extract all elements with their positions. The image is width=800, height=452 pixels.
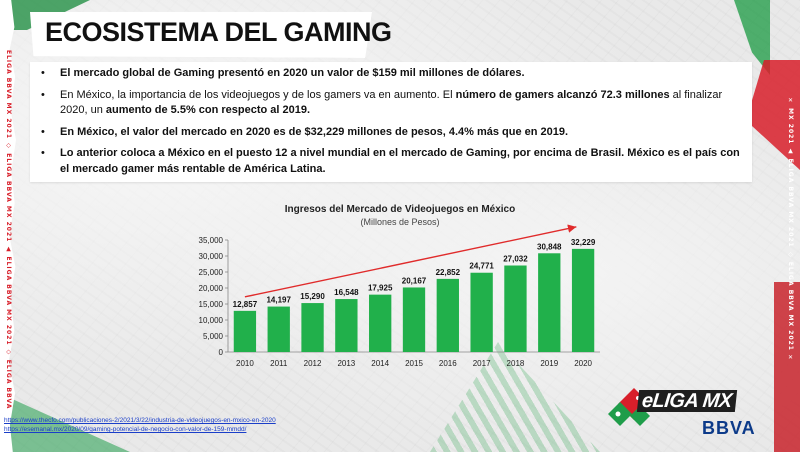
bar <box>335 299 358 352</box>
x-tick-label: 2019 <box>540 359 558 368</box>
bar <box>233 310 257 352</box>
data-label: 30,848 <box>537 242 562 251</box>
data-label: 24,771 <box>469 262 494 271</box>
x-tick-label: 2015 <box>405 359 423 368</box>
bullet-text: En México, el valor del mercado en 2020 … <box>60 125 569 138</box>
x-tick-label: 2010 <box>236 359 254 368</box>
bullet-text: El mercado global de Gaming presentó en … <box>60 67 525 79</box>
y-tick-label: 10,000 <box>199 316 224 325</box>
bullet-item: • En México, la importancia de los video… <box>30 88 748 119</box>
bar <box>402 287 426 352</box>
side-strip-right: ✕ MX 2021 ▲ ELIGA BBVA MX 2021 ◇ ELIGA B… <box>787 97 794 363</box>
bullet-marker: • <box>41 125 45 138</box>
bar <box>267 306 290 352</box>
bar <box>571 248 595 352</box>
y-tick-label: 5,000 <box>203 332 224 341</box>
data-label: 14,197 <box>266 296 291 305</box>
decor-red-bottom-right <box>774 282 800 452</box>
data-label: 12,857 <box>233 300 258 309</box>
title-card <box>30 12 372 58</box>
chart-container: 0 5,000 10,000 15,000 20,000 25,000 30,000 35,0… <box>190 198 610 380</box>
source-link[interactable]: https://www.thecfo.com/publicaciones-2/2… <box>4 417 276 424</box>
y-tick-label: 0 <box>219 348 224 357</box>
y-tick-label: 20,000 <box>199 284 224 293</box>
bar <box>369 294 392 352</box>
data-label: 17,925 <box>368 284 393 293</box>
bullets-card <box>30 62 752 182</box>
x-tick-label: 2012 <box>304 359 322 368</box>
source-link[interactable]: https://esemanal.mx/2020/09/gaming-poten… <box>4 426 247 433</box>
x-tick-label: 2017 <box>473 359 491 368</box>
bbva-logo: BBVA <box>702 418 756 438</box>
x-tick-label: 2016 <box>439 359 457 368</box>
bar <box>436 278 459 352</box>
data-label: 27,032 <box>503 254 528 263</box>
data-label: 15,290 <box>300 292 325 301</box>
chart-subtitle: (Millones de Pesos) <box>360 217 440 227</box>
bullet-item: • El mercado global de Gaming presentó e… <box>30 66 748 82</box>
bar <box>301 303 324 352</box>
x-tick-label: 2011 <box>270 359 288 368</box>
data-label: 16,548 <box>334 288 359 297</box>
x-tick-label: 2020 <box>574 359 592 368</box>
source-links: https://www.thecfo.com/publicaciones-2/2… <box>4 416 276 434</box>
bullet-text: En México, la importancia de los videoju… <box>60 88 456 101</box>
bar <box>504 265 527 352</box>
x-tick-label: 2018 <box>507 359 525 368</box>
bullet-item: • En México, el valor del mercado en 202… <box>30 125 748 141</box>
y-tick-label: 15,000 <box>199 300 224 309</box>
x-tick-label: 2013 <box>337 359 355 368</box>
chart-title: Ingresos del Mercado de Videojuegos en M… <box>284 204 516 215</box>
data-label: 32,229 <box>571 238 596 247</box>
bullet-text: Lo anterior coloca a México en el puesto… <box>60 147 740 175</box>
bullet-marker: • <box>41 67 45 79</box>
bar <box>470 272 493 352</box>
y-tick-label: 25,000 <box>199 268 224 277</box>
trend-arrow <box>244 224 577 298</box>
bar <box>538 253 561 352</box>
x-tick-label: 2014 <box>371 359 389 368</box>
y-tick-label: 35,000 <box>199 236 224 245</box>
bullet-marker: • <box>41 88 45 101</box>
page-title: ECOSISTEMA DEL GAMING <box>45 17 392 47</box>
bar-chart: 0 5,000 10,000 15,000 20,000 25,000 30,000 35,0… <box>199 224 600 368</box>
bullet-text-bold: número de gamers alcanzó 72.3 millones <box>455 88 670 101</box>
bullet-item: • Lo anterior coloca a México en el pues… <box>30 146 748 177</box>
bullet-list: • El mercado global de Gaming presentó e… <box>30 66 748 183</box>
y-tick-label: 30,000 <box>199 252 224 261</box>
logo-area: eLIGA MX BBVA <box>608 384 768 446</box>
bullet-marker: • <box>41 147 45 159</box>
eliga-logo-text: eLIGA MX <box>636 390 737 412</box>
side-strip-left: ELIGA BBVA MX 2021 ◇ ELIGA BBVA MX 2021 … <box>5 50 12 410</box>
bullet-text-bold: aumento de 5.5% con respecto al 2019. <box>105 104 311 116</box>
bullet-text: al finalizar 2020, un <box>60 88 723 117</box>
data-label: 20,167 <box>402 276 427 285</box>
data-label: 22,852 <box>436 268 461 277</box>
